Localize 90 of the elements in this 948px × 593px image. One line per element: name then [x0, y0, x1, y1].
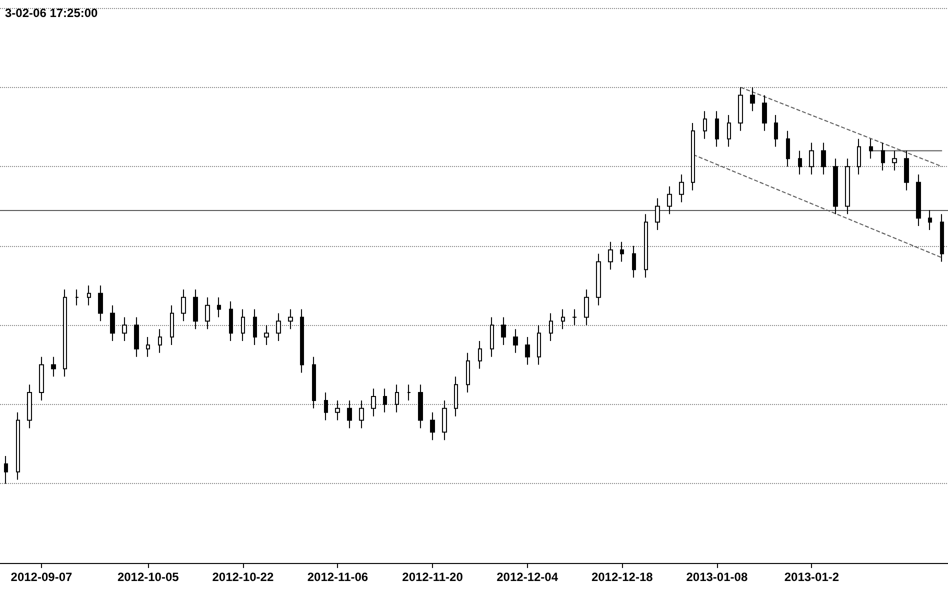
candlestick	[940, 214, 944, 262]
candlestick	[833, 158, 838, 215]
candlestick	[253, 308, 257, 346]
candlestick	[655, 198, 660, 230]
candlestick	[300, 308, 304, 374]
candlestick	[727, 114, 731, 148]
candlestick	[4, 455, 8, 484]
chart-title: 3-02-06 17:25:00	[5, 6, 98, 20]
candlestick	[821, 142, 826, 175]
candlestick	[347, 400, 352, 429]
candlestick	[51, 356, 56, 378]
candlestick	[63, 288, 67, 378]
candlestick	[122, 316, 127, 342]
candlestick	[881, 142, 885, 172]
candlestick	[537, 324, 541, 366]
candlestick	[418, 384, 423, 429]
candlestick	[857, 138, 861, 175]
candlestick	[750, 86, 755, 112]
candlestick	[679, 174, 684, 203]
candlestick	[312, 356, 316, 409]
candlestick	[241, 308, 245, 342]
x-tick-label: 2012-11-20	[402, 570, 464, 584]
x-tick-label: 2013-01-2	[784, 570, 840, 584]
candlestick	[229, 300, 233, 342]
candlestick	[27, 384, 32, 429]
candlestick	[667, 186, 672, 215]
candlestick	[134, 316, 139, 358]
candlestick	[146, 336, 150, 358]
candlestick	[608, 241, 613, 270]
candlestick	[715, 110, 719, 148]
candlestick	[632, 245, 636, 278]
x-tick-label: 2012-12-04	[496, 570, 558, 584]
candlestick	[774, 114, 778, 148]
candlestick	[87, 285, 91, 306]
candlestick	[158, 328, 162, 354]
candlestick	[904, 150, 909, 191]
candlestick	[193, 288, 198, 330]
candlestick	[454, 376, 458, 417]
candlestick	[288, 308, 293, 330]
candlestick	[276, 312, 281, 342]
candlestick	[39, 356, 44, 401]
candlestick	[383, 388, 387, 413]
candlestick	[324, 392, 328, 421]
x-tick-label: 2012-10-05	[117, 570, 180, 584]
candlestick	[466, 352, 470, 394]
candlestick	[442, 400, 447, 441]
x-tick-label: 2012-09-07	[10, 570, 72, 584]
candlestick	[892, 150, 897, 172]
candlestick	[16, 412, 20, 480]
candlestick	[217, 296, 221, 318]
candlestick	[691, 122, 695, 191]
candlestick	[407, 384, 411, 401]
candlestick	[110, 304, 115, 342]
candlestick	[738, 86, 743, 132]
candlestick	[928, 210, 932, 230]
candlestick	[620, 241, 624, 262]
x-tick-label: 2012-12-18	[591, 570, 654, 584]
candlestick	[916, 174, 921, 227]
candlestick	[584, 288, 589, 326]
x-tick-label: 2012-11-06	[307, 570, 368, 584]
candlestick	[572, 308, 577, 326]
candlestick	[525, 336, 530, 366]
candlestick	[371, 388, 376, 417]
candlestick	[809, 142, 814, 175]
candlestick	[430, 412, 435, 441]
candlestick	[869, 138, 873, 160]
candlestick	[478, 340, 482, 370]
x-tick-label: 2012-10-22	[212, 570, 274, 584]
candlestick	[170, 304, 174, 346]
candlestick	[798, 150, 802, 175]
candlestick	[513, 328, 518, 354]
candlestick	[335, 400, 340, 421]
candlestick	[561, 308, 565, 330]
candlestick	[596, 253, 601, 306]
candlestick	[703, 110, 707, 140]
candlestick	[395, 384, 399, 413]
candlestick	[205, 296, 210, 330]
candlestick	[762, 94, 767, 132]
candlestick	[845, 158, 850, 215]
candlestick	[264, 324, 269, 346]
candlestick	[644, 214, 648, 278]
candlestick	[359, 400, 364, 429]
x-tick-label: 2013-01-08	[686, 570, 748, 584]
candlestick	[549, 312, 553, 342]
candlestick	[490, 316, 494, 358]
candlestick	[786, 130, 790, 168]
candlestick	[501, 316, 506, 346]
candlestick	[98, 285, 103, 322]
candlestick	[75, 288, 79, 306]
candlestick	[181, 288, 186, 322]
